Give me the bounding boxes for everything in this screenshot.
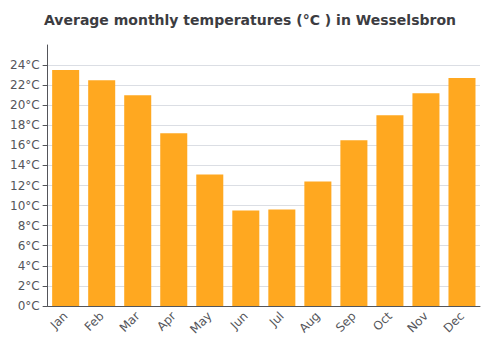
svg-text:4°C: 4°C — [18, 259, 40, 273]
svg-text:14°C: 14°C — [10, 158, 40, 172]
svg-text:Jun: Jun — [227, 309, 251, 333]
svg-text:24°C: 24°C — [10, 58, 40, 72]
svg-text:6°C: 6°C — [18, 239, 40, 253]
svg-text:Sep: Sep — [333, 309, 359, 335]
svg-text:Feb: Feb — [82, 309, 107, 334]
svg-text:Jan: Jan — [47, 309, 71, 333]
svg-text:10°C: 10°C — [10, 199, 40, 213]
svg-text:Apr: Apr — [154, 309, 179, 334]
svg-text:May: May — [187, 309, 214, 336]
svg-text:Mar: Mar — [117, 309, 143, 335]
svg-text:Aug: Aug — [296, 309, 322, 335]
svg-text:Nov: Nov — [404, 309, 430, 335]
svg-text:20°C: 20°C — [10, 98, 40, 112]
svg-text:Average monthly temperatures (: Average monthly temperatures (°C ) in We… — [44, 12, 456, 28]
svg-text:2°C: 2°C — [18, 279, 40, 293]
svg-text:18°C: 18°C — [10, 118, 40, 132]
svg-text:Dec: Dec — [441, 309, 467, 335]
svg-text:22°C: 22°C — [10, 78, 40, 92]
svg-text:8°C: 8°C — [18, 219, 40, 233]
svg-text:12°C: 12°C — [10, 179, 40, 193]
svg-text:16°C: 16°C — [10, 138, 40, 152]
svg-text:0°C: 0°C — [18, 299, 40, 313]
svg-text:Jul: Jul — [266, 309, 287, 330]
svg-text:Oct: Oct — [370, 309, 395, 334]
